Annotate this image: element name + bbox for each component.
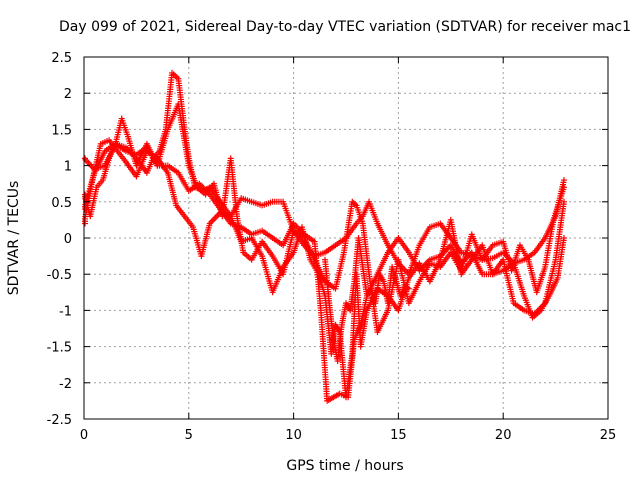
- x-tick-label: 20: [495, 428, 512, 443]
- y-tick-label: 0: [64, 232, 72, 247]
- data-point: [405, 285, 412, 292]
- data-point: [560, 184, 567, 191]
- y-tick-label: -0.5: [47, 268, 72, 283]
- x-tick-label: 10: [285, 428, 302, 443]
- x-tick-label: 25: [600, 428, 617, 443]
- data-point: [560, 235, 567, 241]
- data-point: [352, 201, 359, 208]
- y-tick-label: -1.5: [47, 341, 72, 356]
- y-tick-label: 1: [64, 160, 72, 175]
- x-tick-label: 5: [185, 428, 193, 443]
- axis-ticks: [83, 56, 609, 420]
- data-points: [82, 69, 567, 404]
- y-tick-label: 1.5: [51, 123, 72, 138]
- data-point: [404, 284, 411, 291]
- y-tick-label: -2: [59, 377, 72, 392]
- x-tick-label: 15: [390, 428, 407, 443]
- tick-labels: 0 5 10 15 20 25 -2.5 -2 -1.5 -1 -0.5 0 0.5 1 1.5 2 2.5: [47, 51, 617, 443]
- x-tick-label: 0: [80, 428, 88, 443]
- y-axis-label: SDTVAR / TECUs: [6, 181, 22, 296]
- chart-title: Day 099 of 2021, Sidereal Day-to-day VTE…: [59, 19, 631, 35]
- y-tick-label: 0.5: [51, 196, 72, 211]
- data-point: [560, 198, 567, 205]
- y-tick-label: 2: [64, 87, 72, 102]
- y-tick-label: -2.5: [47, 413, 72, 428]
- data-point: [560, 177, 567, 184]
- y-tick-label: -1: [59, 304, 72, 319]
- y-tick-label: 2.5: [51, 51, 72, 66]
- x-axis-label: GPS time / hours: [286, 458, 403, 474]
